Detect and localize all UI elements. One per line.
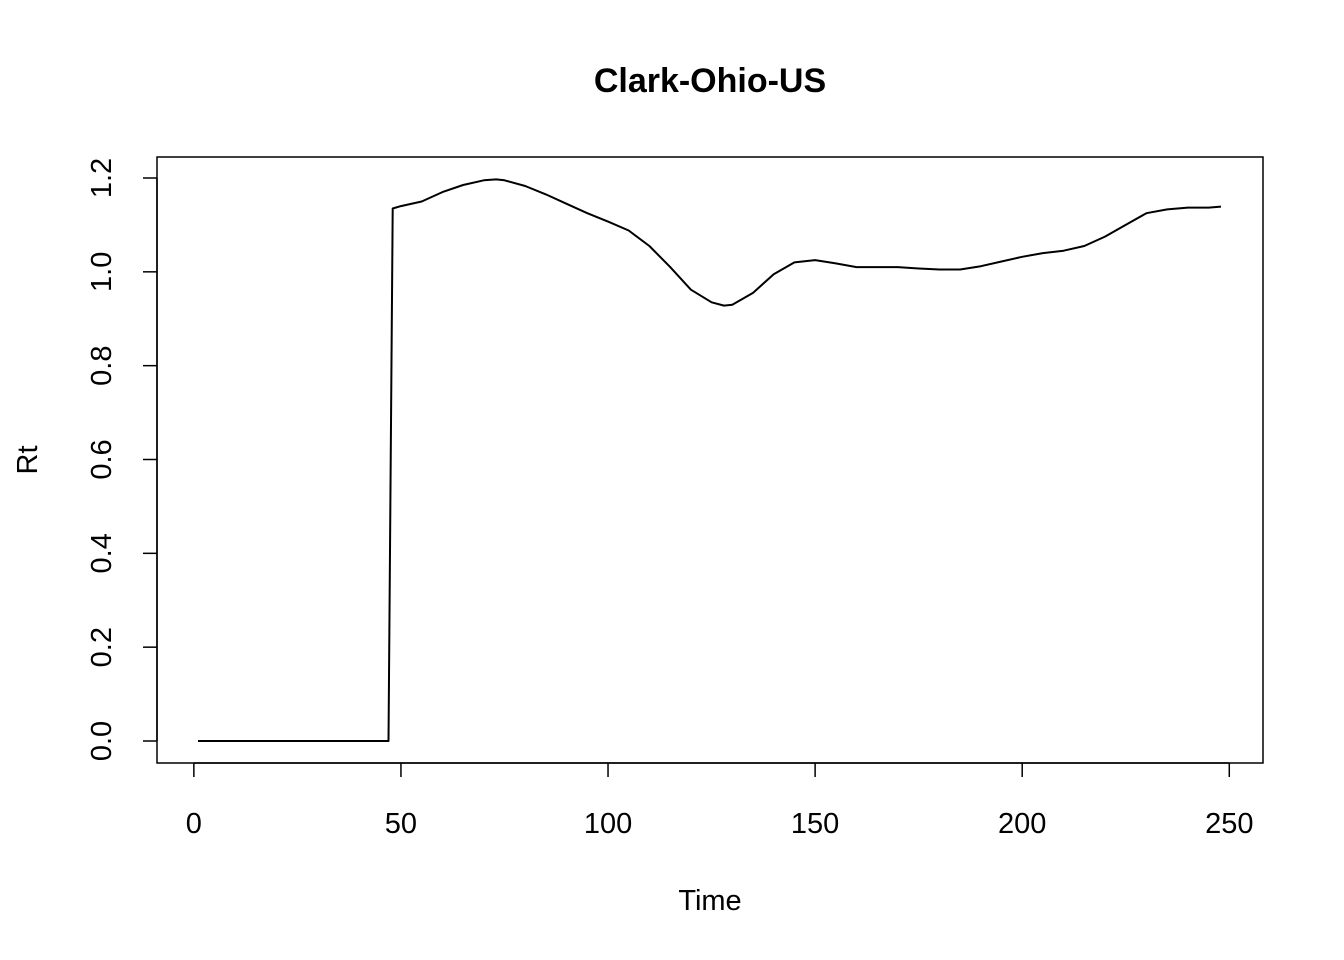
chart-title: Clark-Ohio-US — [594, 62, 826, 100]
x-tick-label: 100 — [584, 808, 632, 840]
x-axis-label: Time — [678, 885, 741, 917]
x-tick-label: 0 — [186, 808, 202, 840]
y-tick-label: 0.0 — [86, 721, 118, 761]
y-tick-label: 0.4 — [86, 533, 118, 573]
rt-series-line — [198, 178, 1222, 742]
x-tick-label: 250 — [1205, 808, 1253, 840]
plot-frame — [156, 156, 1264, 764]
y-tick-label: 1.0 — [86, 252, 118, 292]
y-tick-label: 0.6 — [86, 439, 118, 479]
series-layer — [198, 178, 1222, 742]
y-tick-label: 0.8 — [86, 346, 118, 386]
x-tick-label: 200 — [998, 808, 1046, 840]
x-tick-label: 50 — [385, 808, 417, 840]
x-axis: 0 50 100 150 200 250 — [186, 762, 1253, 840]
y-tick-label: 0.2 — [86, 627, 118, 667]
y-tick-label: 1.2 — [86, 158, 118, 198]
y-axis-label: Rt — [12, 446, 44, 475]
x-tick-label: 150 — [791, 808, 839, 840]
y-axis: 0.0 0.2 0.4 0.6 0.8 1.0 1.2 — [86, 158, 158, 761]
